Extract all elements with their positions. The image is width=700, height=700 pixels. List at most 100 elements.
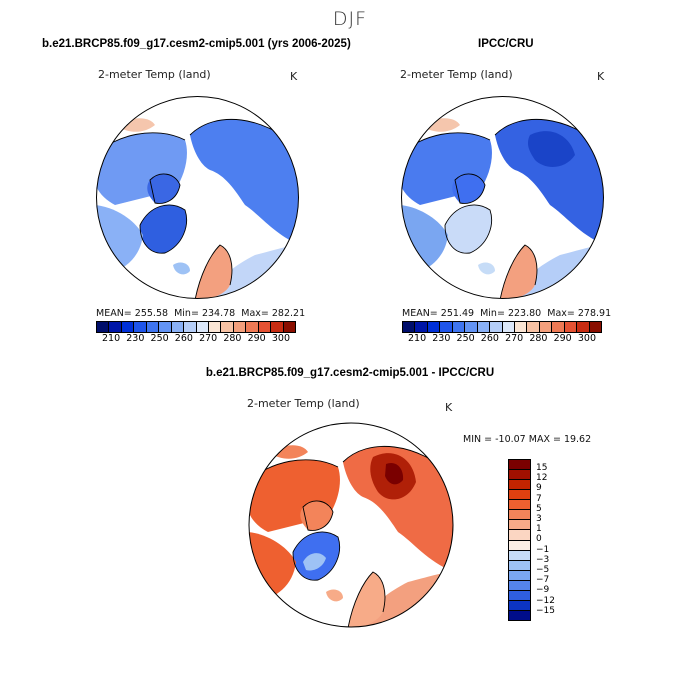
colorbar-swatch xyxy=(196,322,209,332)
diff-cb-label: 12 xyxy=(536,473,548,484)
diff-minmax: MIN = -10.07 MAX = 19.62 xyxy=(463,434,592,445)
diff-colorbar-swatch xyxy=(509,540,530,551)
panel-2-min: 223.80 xyxy=(507,308,542,319)
panel-1-title: b.e21.BRCP85.f09_g17.cesm2-cmip5.001 (yr… xyxy=(42,38,351,50)
colorbar-swatch xyxy=(452,322,466,332)
panel-2-stats: MEAN= 251.49 Min= 223.80 Max= 278.91 xyxy=(402,308,611,319)
diff-cb-label: −7 xyxy=(536,575,550,586)
panel-2-land-archipelago xyxy=(452,173,485,204)
colorbar-swatch xyxy=(134,322,147,332)
cb1-label: 290 xyxy=(247,333,266,344)
cb1-label: 250 xyxy=(150,333,169,344)
diff-land-siberia xyxy=(343,446,453,572)
diff-map xyxy=(248,422,454,628)
diff-colorbar-swatch xyxy=(509,460,530,471)
colorbar-swatch xyxy=(552,322,565,332)
panel-2-land-siberia xyxy=(495,119,604,245)
diff-cb-label: 3 xyxy=(536,514,542,525)
panel-2-colorbar-swatches xyxy=(402,321,602,333)
colorbar-swatch xyxy=(121,322,135,332)
panel-1-stats: MEAN= 255.58 Min= 234.78 Max= 282.21 xyxy=(96,308,305,319)
diff-colorbar-labels: 15 12 9 7 5 3 1 0 −1 −3 −5 −7 −9 −12 −15 xyxy=(536,463,555,616)
diff-cb-label: −9 xyxy=(536,585,550,596)
panel-1-colorbar-swatches xyxy=(96,321,296,333)
colorbar-swatch xyxy=(415,322,428,332)
panel-1-units: K xyxy=(290,70,298,83)
colorbar-swatch xyxy=(221,322,234,332)
panel-1-map xyxy=(96,96,299,299)
colorbar-swatch xyxy=(527,322,540,332)
diff-cb-label: −5 xyxy=(536,565,550,576)
colorbar-swatch xyxy=(490,322,503,332)
panel-2-mean-label: MEAN= xyxy=(402,308,438,319)
colorbar-swatch xyxy=(403,322,416,332)
diff-cb-label: 9 xyxy=(536,483,542,494)
diff-colorbar-swatch xyxy=(509,500,530,511)
cb1-label: 260 xyxy=(174,333,193,344)
colorbar-swatch xyxy=(159,322,172,332)
diff-colorbar-swatch xyxy=(509,550,530,561)
diff-land-scandinavia xyxy=(348,572,385,627)
colorbar-swatch xyxy=(465,322,478,332)
panel-2-variable: 2-meter Temp (land) xyxy=(400,68,513,81)
panel-1-variable: 2-meter Temp (land) xyxy=(98,68,211,81)
panel-2-land-scandinavia xyxy=(500,245,537,299)
panel-2-colorbar-labels: 210 230 250 260 270 280 290 300 xyxy=(402,333,602,344)
panel-2-land-siberia-core xyxy=(527,131,575,167)
colorbar-swatch xyxy=(109,322,122,332)
panel-2-title: IPCC/CRU xyxy=(478,38,534,50)
colorbar-swatch xyxy=(283,322,295,332)
cb1-label: 210 xyxy=(102,333,121,344)
diff-cb-label: −1 xyxy=(536,544,550,555)
panel-2-min-label: Min= xyxy=(480,308,505,319)
colorbar-swatch xyxy=(184,322,197,332)
diff-cb-label: 5 xyxy=(536,503,542,514)
colorbar-swatch xyxy=(564,322,578,332)
cb2-label: 260 xyxy=(480,333,499,344)
colorbar-swatch xyxy=(589,322,601,332)
diff-land-iceland xyxy=(326,589,343,602)
panel-2-units: K xyxy=(597,70,605,83)
diff-colorbar-swatch xyxy=(509,490,530,501)
colorbar-swatch xyxy=(258,322,272,332)
colorbar-swatch xyxy=(427,322,441,332)
colorbar-swatch xyxy=(233,322,247,332)
colorbar-swatch xyxy=(577,322,590,332)
season-title: DJF xyxy=(332,8,368,30)
panel-1-max-label: Max= xyxy=(241,308,269,319)
panel-1-min-label: Min= xyxy=(174,308,199,319)
panel-1-colorbar-labels: 210 230 250 260 270 280 290 300 xyxy=(96,333,296,344)
cb1-label: 270 xyxy=(199,333,218,344)
colorbar-swatch xyxy=(477,322,491,332)
panel-1-land-scandinavia xyxy=(195,245,232,299)
diff-colorbar-swatch xyxy=(509,470,530,481)
cb2-label: 280 xyxy=(529,333,548,344)
cb1-label: 230 xyxy=(126,333,145,344)
panel-1-max: 282.21 xyxy=(271,308,306,319)
diff-units: K xyxy=(445,401,453,414)
diff-colorbar-swatch xyxy=(509,520,530,531)
diff-cb-label: −12 xyxy=(536,595,555,606)
colorbar-swatch xyxy=(539,322,553,332)
cb1-label: 280 xyxy=(223,333,242,344)
panel-1-mean: 255.58 xyxy=(134,308,169,319)
panel-1-land-iceland xyxy=(173,262,190,275)
cb2-label: 210 xyxy=(408,333,427,344)
diff-colorbar-swatches xyxy=(508,459,531,621)
cb2-label: 230 xyxy=(432,333,451,344)
panel-1-land-archipelago xyxy=(147,173,180,204)
panel-1-land-siberia xyxy=(190,119,299,245)
colorbar-swatch xyxy=(97,322,110,332)
panel-2-max-label: Max= xyxy=(547,308,575,319)
colorbar-swatch xyxy=(440,322,453,332)
colorbar-swatch xyxy=(146,322,160,332)
panel-2-map xyxy=(401,96,604,299)
diff-land-archipelago xyxy=(300,500,333,531)
panel-2-mean: 251.49 xyxy=(440,308,475,319)
diff-colorbar-swatch xyxy=(509,570,530,581)
diff-colorbar-swatch xyxy=(509,580,530,591)
diff-land-greenland-pale xyxy=(303,553,326,571)
cb2-label: 270 xyxy=(505,333,524,344)
diff-colorbar-swatch xyxy=(509,590,530,601)
diff-land-siberia-darkest xyxy=(385,462,404,485)
